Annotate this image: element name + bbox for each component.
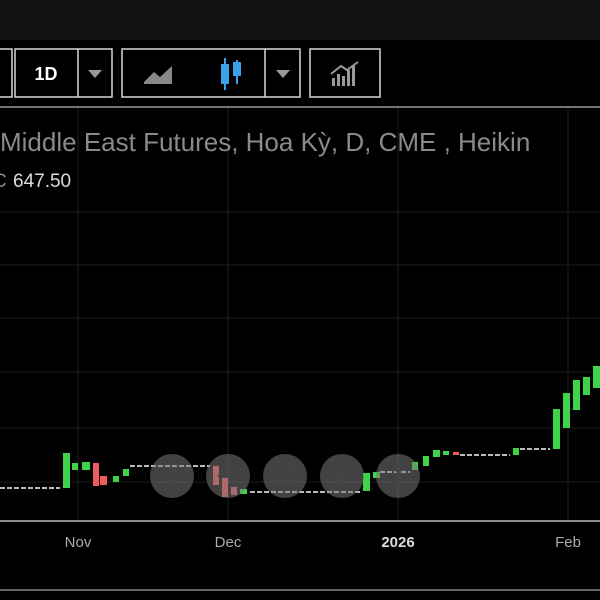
dropdown-arrow[interactable] — [276, 70, 290, 78]
interval-button[interactable] — [14, 48, 113, 98]
zoom-in[interactable] — [320, 454, 364, 498]
nav-buttons — [150, 454, 420, 498]
scroll-right[interactable] — [376, 454, 420, 498]
dropdown-arrow[interactable] — [88, 70, 102, 78]
close-value: 647.50 — [13, 171, 71, 192]
top-bar — [0, 0, 600, 40]
close-label: C — [0, 171, 7, 192]
x-tick-label: Dec — [215, 534, 242, 551]
candle-icon[interactable] — [221, 58, 241, 90]
grid — [0, 108, 600, 521]
indicator-icon[interactable] — [330, 61, 359, 86]
chart-type-group[interactable] — [121, 48, 301, 98]
x-tick-label: Feb — [555, 534, 581, 551]
button[interactable] — [0, 48, 13, 98]
x-tick-label: 2026 — [381, 534, 414, 551]
x-tick-label: Nov — [65, 534, 92, 551]
legend-title: Middle East Futures, Hoa Kỳ, D, CME , He… — [0, 127, 530, 157]
indicator-button[interactable] — [309, 48, 381, 98]
reset[interactable] — [263, 454, 307, 498]
area-icon[interactable] — [144, 66, 172, 84]
zoom-out[interactable] — [206, 454, 250, 498]
scroll-left[interactable] — [150, 454, 194, 498]
interval-label: 1D — [34, 64, 57, 84]
